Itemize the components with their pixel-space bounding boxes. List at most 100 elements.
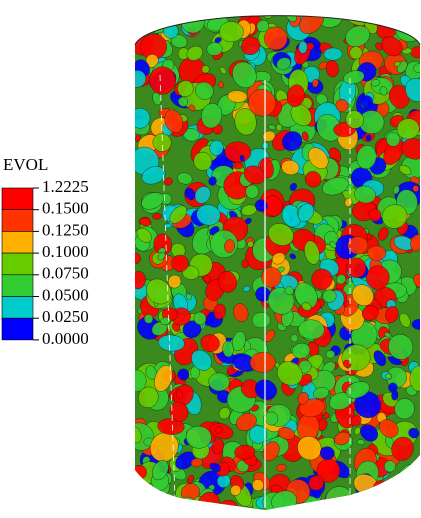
particle [351,284,374,307]
particle [356,145,377,170]
particle [398,164,412,176]
particle [194,186,211,204]
particle [396,118,420,140]
particle [393,481,410,493]
particle [167,274,182,289]
particle [308,475,325,491]
particle [177,368,190,381]
particle [192,501,201,511]
particle [216,474,231,488]
legend: EVOL 1.2225 0.1500 0.1250 0.1000 0.0750 0.050… [1,155,89,348]
particle [391,390,399,401]
particle [400,493,420,511]
particle [292,342,311,359]
particle [193,311,207,325]
particle [185,425,212,449]
particle [323,47,343,61]
particle [154,365,173,392]
particle [413,273,420,288]
particle [297,203,314,223]
particle [298,40,308,54]
particle [251,312,271,329]
particle [366,265,390,290]
particle [145,365,157,380]
particle [304,240,320,265]
particle [381,204,408,229]
particle [276,123,283,132]
particle [319,446,335,460]
particle [294,282,318,309]
particle [413,63,420,73]
particle [248,89,276,117]
particle [239,154,245,162]
particle [322,177,349,196]
legend-swatch [1,231,34,254]
legend-swatch [1,274,34,297]
particle [345,381,370,399]
particle [186,293,192,301]
particle [254,379,277,400]
particle [297,436,322,461]
particle [276,57,291,71]
particle [347,236,369,255]
particle [208,372,230,392]
particle [256,19,269,33]
particle [298,319,325,340]
particle [367,245,387,261]
particle [203,275,211,283]
particle [384,332,392,338]
particle [383,139,404,165]
particle [301,302,312,311]
particle [135,70,147,88]
particle [152,213,163,220]
particle [410,234,420,252]
particle [191,349,212,371]
particle [169,205,187,224]
particle [158,334,185,352]
particle [201,65,210,74]
particle [343,300,350,308]
particle [315,93,328,105]
particle [381,36,403,57]
particle [312,78,319,88]
particle [340,500,360,511]
particle [268,124,276,130]
particle [373,350,387,367]
particle [394,61,401,67]
legend-label: 0.0000 [42,329,89,348]
particle [394,398,415,420]
particle [135,271,146,290]
particle [385,373,392,380]
particle [325,350,336,359]
legend-label: 0.1000 [42,242,89,261]
specimen-render [135,15,420,511]
particle [385,494,403,511]
particle [401,138,420,160]
particle [297,392,309,405]
particle [252,479,264,492]
particle [349,46,363,60]
particle [262,441,280,462]
particle [164,177,173,186]
legend-swatch [1,317,34,341]
particle [408,427,420,439]
particle [268,223,294,246]
particle [135,484,149,498]
particle [289,182,297,192]
particle [242,285,251,292]
particle [227,90,248,103]
particle [144,314,154,324]
particle [379,86,388,96]
particle [302,131,309,142]
particle [308,147,329,169]
particle [135,252,141,265]
particle [146,278,172,305]
particle [135,107,151,129]
legend-label: 0.0750 [42,264,89,283]
particle [193,151,213,171]
legend-swatch [1,187,34,211]
particle [323,412,330,419]
particle [276,361,303,386]
particle [232,61,257,89]
particle [361,305,379,321]
